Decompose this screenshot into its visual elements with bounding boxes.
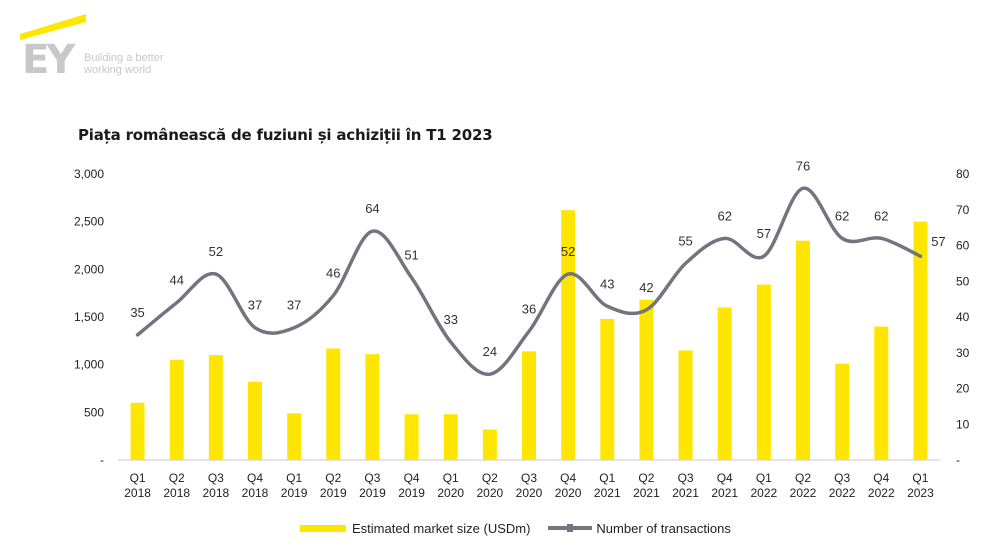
bar-14 — [678, 350, 693, 460]
x-axis-tick-1: Q2 2018 — [163, 471, 190, 500]
chart-legend: Estimated market size (USDm) Number of t… — [300, 520, 749, 536]
bar-series — [130, 210, 928, 460]
bar-13 — [639, 299, 654, 460]
line-point-label-18: 62 — [835, 208, 849, 223]
right-axis-tick-4: 40 — [956, 310, 970, 324]
right-axis-tick-6: 60 — [956, 239, 970, 253]
line-point-label-3: 37 — [248, 298, 262, 313]
left-axis-tick-1: 500 — [84, 405, 104, 419]
bar-16 — [756, 284, 771, 460]
left-axis-tick-4: 2,000 — [74, 262, 104, 276]
bar-1 — [169, 359, 184, 460]
legend-item-transactions: Number of transactions — [548, 520, 731, 536]
logo-beam-icon — [20, 14, 86, 40]
logo-text: EY — [22, 37, 75, 83]
bar-18 — [835, 363, 850, 460]
x-axis-tick-4: Q1 2019 — [281, 471, 308, 500]
bar-20 — [913, 221, 928, 460]
line-point-label-13: 42 — [639, 280, 653, 295]
right-axis-tick-2: 20 — [956, 382, 970, 396]
tagline-line-1: Building a better — [84, 52, 164, 64]
x-axis-tick-14: Q3 2021 — [672, 471, 699, 500]
bar-8 — [443, 414, 458, 460]
legend-line-swatch — [548, 524, 593, 532]
left-axis-tick-6: 3,000 — [74, 167, 104, 181]
legend-item-market-size: Estimated market size (USDm) — [300, 521, 530, 536]
line-point-label-12: 43 — [600, 276, 614, 291]
x-axis-tick-3: Q4 2018 — [242, 471, 269, 500]
bar-0 — [130, 402, 145, 460]
bar-17 — [796, 240, 810, 460]
bar-5 — [326, 348, 341, 460]
left-axis-tick-5: 2,500 — [74, 215, 104, 229]
line-point-label-5: 46 — [326, 266, 340, 281]
bar-19 — [874, 326, 889, 460]
tagline-line-2: working world — [84, 64, 152, 76]
x-axis-tick-11: Q4 2020 — [555, 471, 582, 500]
right-axis-tick-0: - — [956, 453, 960, 467]
line-point-label-1: 44 — [169, 273, 183, 288]
bar-9 — [482, 429, 497, 460]
x-axis-tick-5: Q2 2019 — [320, 471, 347, 500]
x-axis-tick-7: Q4 2019 — [398, 471, 425, 500]
chart-title: Piața românească de fuziuni și achiziții… — [78, 126, 493, 144]
x-axis-tick-17: Q2 2022 — [790, 471, 817, 500]
x-axis-tick-10: Q3 2020 — [516, 471, 543, 500]
x-axis-ticks: Q1 2018 Q2 2018 Q3 2018 Q4 2018 Q1 2019 Q2 2019 Q3 20… — [124, 471, 934, 500]
line-point-label-10: 36 — [522, 301, 536, 316]
line-point-label-17: 76 — [796, 158, 810, 173]
ey-logo: EY Building a better working world — [20, 12, 180, 82]
line-point-label-8: 33 — [443, 312, 457, 327]
line-point-label-7: 51 — [404, 248, 418, 263]
right-axis-tick-3: 30 — [956, 346, 970, 360]
bar-6 — [365, 354, 380, 460]
left-axis-ticks: - 500 1,000 1,500 2,000 2,500 3,000 — [74, 167, 104, 467]
x-axis-tick-2: Q3 2018 — [203, 471, 230, 500]
logo-tagline: Building a better working world — [84, 52, 164, 76]
line-point-label-15: 62 — [717, 208, 731, 223]
x-axis-tick-15: Q4 2021 — [711, 471, 738, 500]
line-point-label-6: 64 — [365, 201, 379, 216]
line-point-label-0: 35 — [130, 305, 144, 320]
left-axis-tick-2: 1,000 — [74, 358, 104, 372]
bar-15 — [717, 307, 732, 460]
x-axis-tick-6: Q3 2019 — [359, 471, 386, 500]
legend-label-market-size: Estimated market size (USDm) — [352, 520, 531, 536]
line-point-label-2: 52 — [209, 244, 223, 259]
x-axis-tick-18: Q3 2022 — [829, 471, 856, 500]
legend-bar-swatch — [300, 524, 346, 532]
left-axis-tick-0: - — [100, 453, 104, 467]
line-point-label-14: 55 — [678, 233, 692, 248]
right-axis-tick-5: 50 — [956, 274, 970, 288]
left-axis-tick-3: 1,500 — [74, 310, 104, 324]
right-axis-tick-7: 70 — [956, 203, 970, 217]
line-point-label-4: 37 — [287, 298, 301, 313]
x-axis-tick-0: Q1 2018 — [124, 471, 151, 500]
line-point-label-11: 52 — [561, 244, 575, 259]
line-point-label-20: 57 — [931, 234, 945, 249]
right-axis-ticks: - 10 20 30 40 50 60 70 80 — [956, 167, 970, 467]
bar-2 — [208, 355, 223, 460]
x-axis-tick-19: Q4 2022 — [868, 471, 895, 500]
bar-3 — [248, 381, 262, 460]
x-axis-tick-8: Q1 2020 — [437, 471, 464, 500]
x-axis-tick-16: Q1 2022 — [751, 471, 778, 500]
line-point-label-16: 57 — [757, 226, 771, 241]
transactions-line — [135, 186, 923, 376]
right-axis-tick-1: 10 — [956, 417, 970, 431]
legend-label-transactions: Number of transactions — [596, 520, 731, 536]
bar-10 — [522, 351, 536, 460]
data-labels: 35 44 52 37 37 46 64 51 33 24 36 52 43 42 55 62 57 76 62 62… — [130, 158, 945, 359]
x-axis-tick-20: Q1 2023 — [907, 471, 934, 500]
bar-4 — [287, 413, 302, 460]
line-point-label-9: 24 — [483, 344, 497, 359]
right-axis-tick-8: 80 — [956, 167, 970, 181]
bar-12 — [600, 318, 615, 460]
x-axis-tick-9: Q2 2020 — [477, 471, 504, 500]
line-point-label-19: 62 — [874, 208, 888, 223]
bar-7 — [404, 414, 419, 460]
x-axis-tick-12: Q1 2021 — [594, 471, 621, 500]
x-axis-tick-13: Q2 2021 — [633, 471, 660, 500]
